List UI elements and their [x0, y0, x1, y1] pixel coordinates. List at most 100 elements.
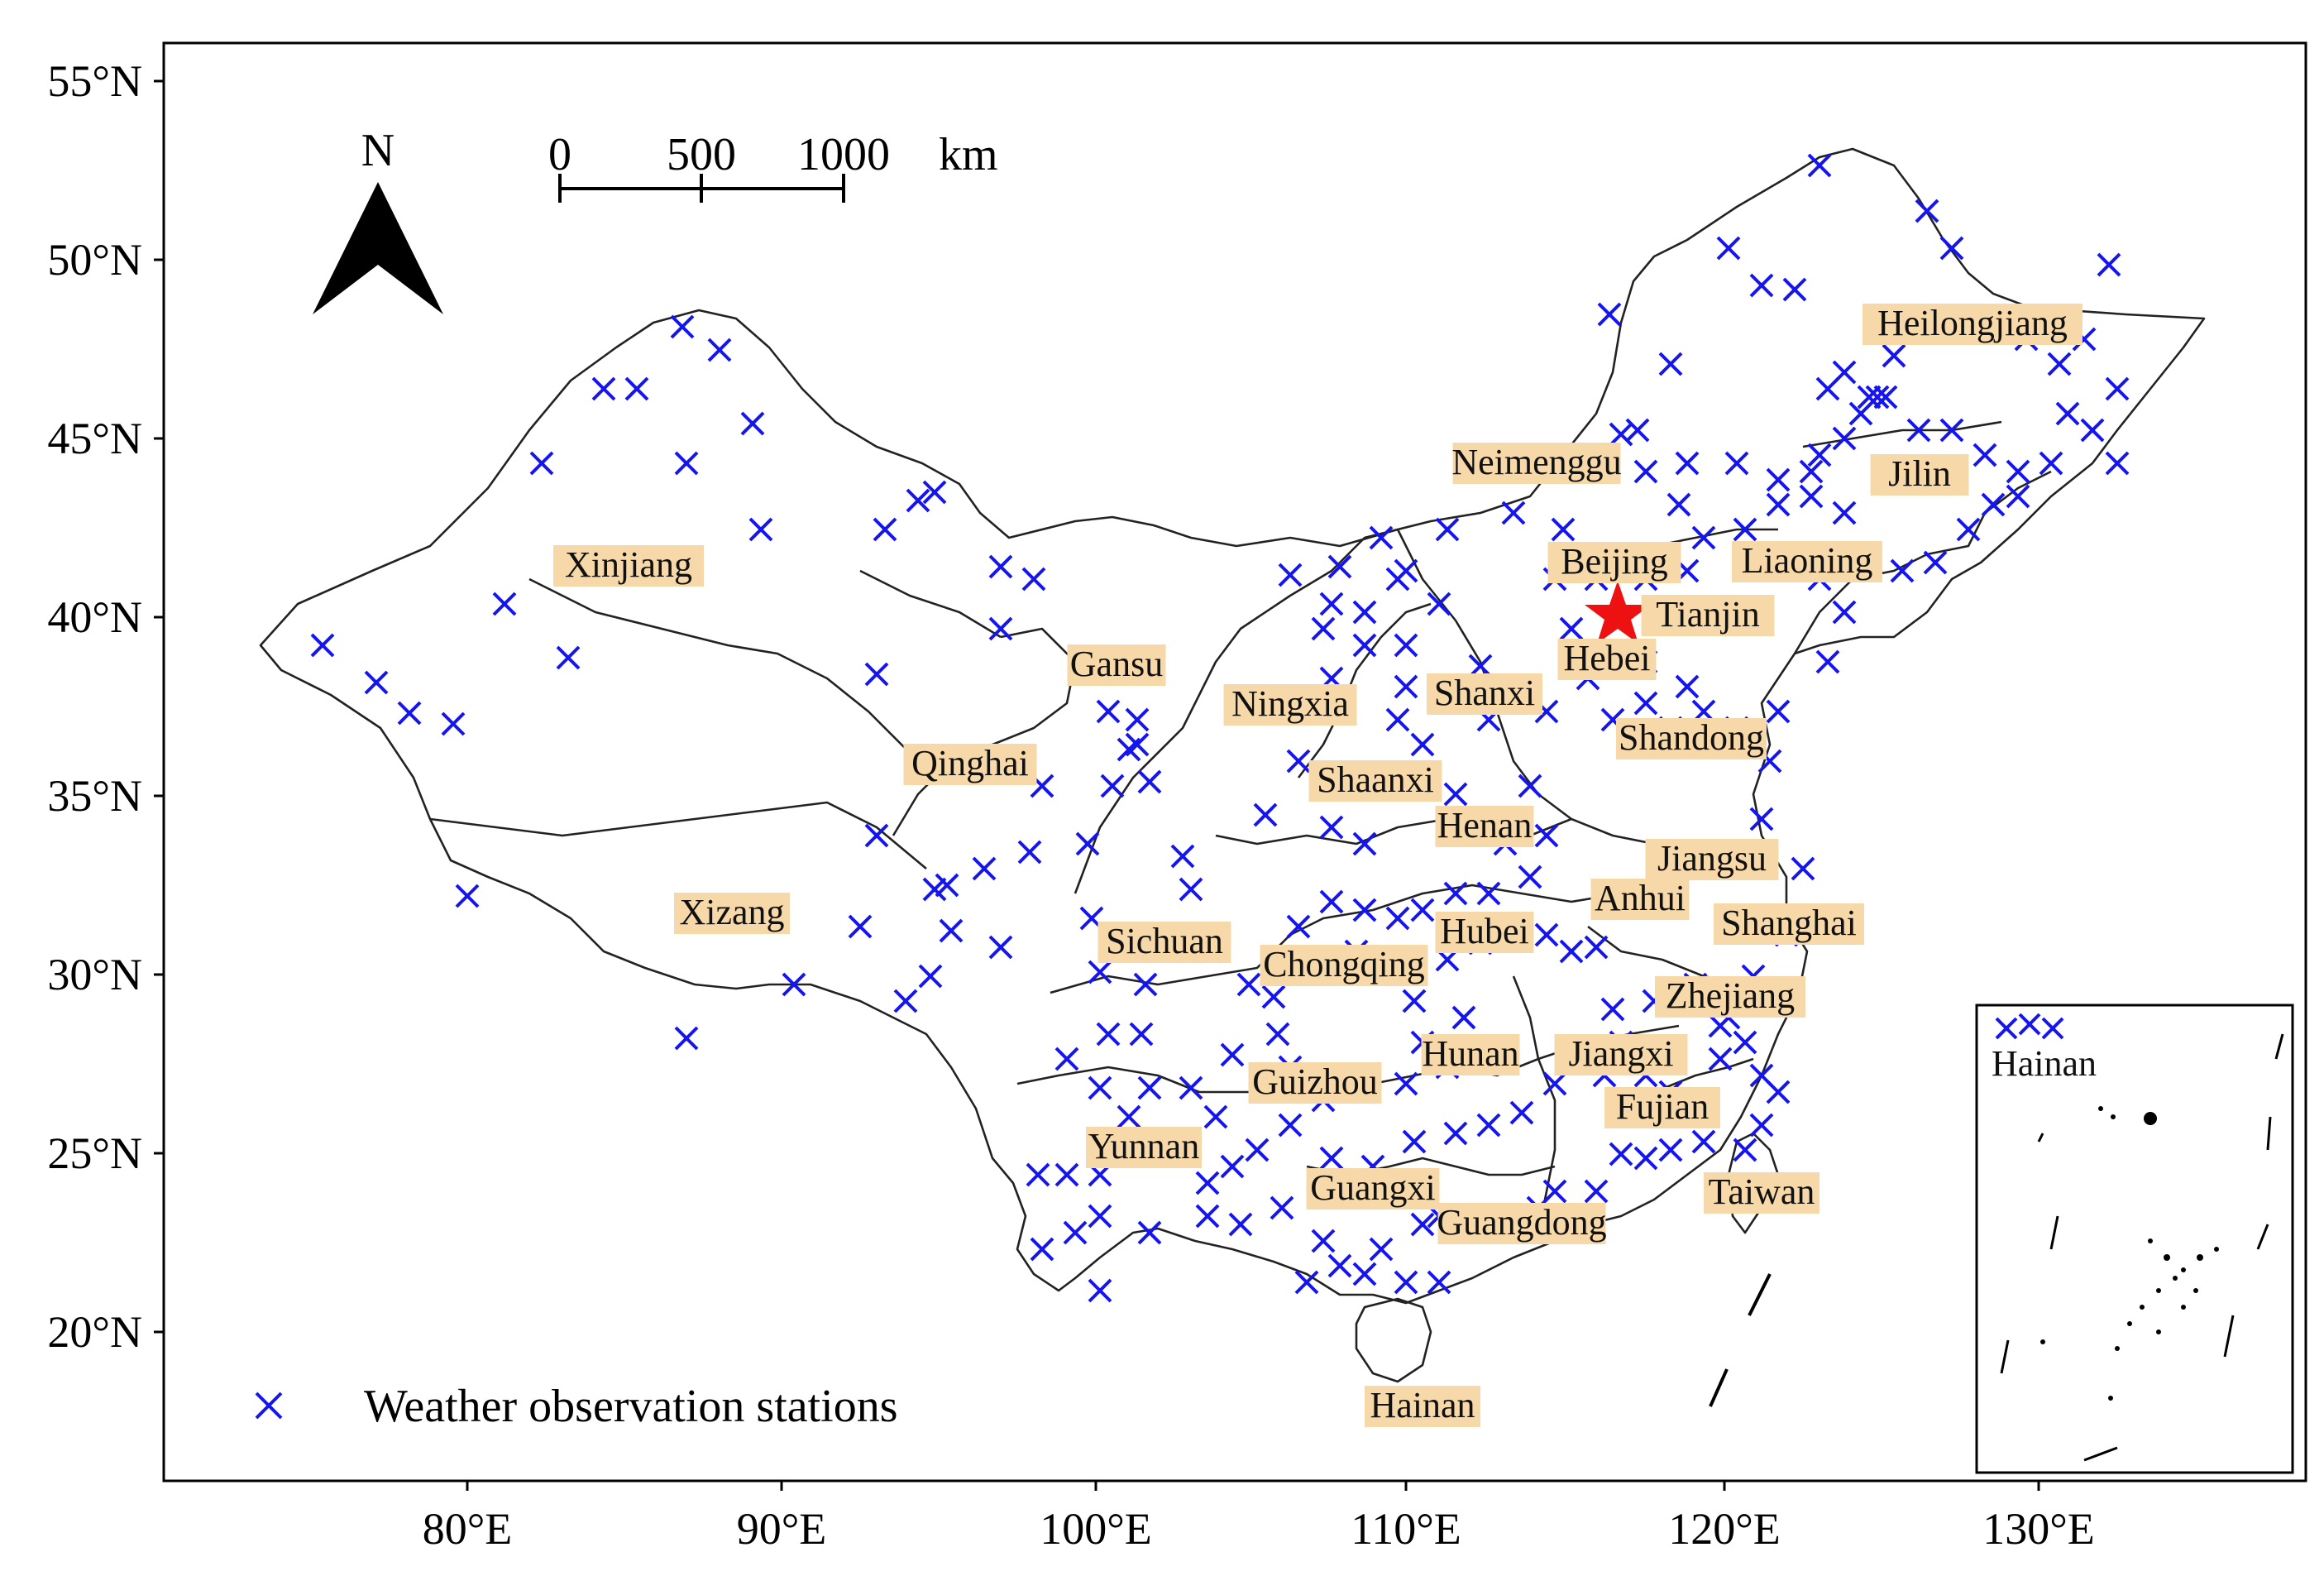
station-marker [1691, 525, 1716, 550]
province-label-xizang: Xizang [674, 892, 790, 934]
station-marker [1220, 1154, 1245, 1179]
scale-label-500: 500 [667, 129, 736, 180]
station-marker [1584, 935, 1609, 960]
station-marker [1956, 517, 1981, 542]
station-marker [556, 645, 581, 670]
svg-text:Gansu: Gansu [1070, 644, 1163, 684]
station-marker [1278, 1113, 1303, 1138]
svg-text:Beijing: Beijing [1561, 541, 1668, 582]
station-marker [1782, 277, 1807, 302]
station-marker [782, 972, 806, 997]
station-marker [1319, 592, 1344, 616]
north-arrow-icon: N [313, 125, 443, 314]
station-marker [1435, 517, 1460, 542]
lat-tick-label: 40°N [47, 592, 142, 642]
station-marker [670, 314, 695, 339]
station-marker [1311, 1229, 1336, 1253]
station-marker [1749, 1113, 1774, 1138]
lat-tick-label: 30°N [47, 950, 142, 999]
province-label-anhui: Anhui [1590, 878, 1690, 920]
province-label-shandong: Shandong [1616, 717, 1767, 759]
province-label-taiwan: Taiwan [1704, 1171, 1820, 1214]
station-marker [1236, 972, 1261, 997]
svg-text:Jiangxi: Jiangxi [1568, 1033, 1673, 1074]
station-marker [1352, 898, 1377, 922]
station-marker [2105, 451, 2130, 476]
svg-text:Jiangsu: Jiangsu [1657, 838, 1767, 879]
station-marker [1791, 856, 1815, 881]
station-marker [1261, 984, 1286, 1009]
lon-tick-label: 130°E [1982, 1504, 2095, 1554]
station-marker [1319, 889, 1344, 914]
scale-unit: km [939, 129, 998, 180]
station-marker [922, 480, 947, 505]
station-marker [1542, 1071, 1567, 1096]
north-arrow-label: N [361, 125, 395, 176]
province-label-shaanxi: Shaanxi [1308, 759, 1442, 802]
lon-tick-label: 90°E [737, 1504, 827, 1554]
svg-text:Xizang: Xizang [679, 892, 784, 932]
lat-tick-label: 50°N [47, 235, 142, 285]
station-marker [1294, 1270, 1319, 1295]
province-label-heilongjiang: Heilongjiang [1863, 303, 2083, 345]
station-marker [1319, 815, 1344, 840]
province-label-jilin: Jilin [1870, 453, 1969, 496]
station-marker [918, 964, 943, 989]
station-marker [1832, 426, 1857, 451]
station-marker [1708, 1013, 1733, 1038]
station-marker [1534, 922, 1559, 947]
lon-tick-label: 100°E [1040, 1504, 1152, 1554]
station-marker [1766, 492, 1791, 517]
station-marker [1633, 1146, 1658, 1171]
station-marker [1749, 273, 1774, 298]
lon-tick-label: 80°E [423, 1504, 513, 1554]
station-marker [1179, 877, 1203, 902]
station-marker [1766, 699, 1791, 724]
station-marker [310, 633, 335, 658]
province-label-ningxia: Ningxia [1223, 683, 1357, 726]
station-marker [1133, 972, 1158, 997]
svg-text:Shandong: Shandong [1619, 717, 1764, 758]
station-marker [1054, 1047, 1079, 1071]
province-label-guizhou: Guizhou [1248, 1061, 1382, 1104]
station-marker [1088, 960, 1112, 984]
station-marker [1026, 1162, 1050, 1187]
province-label-beijing: Beijing [1547, 541, 1681, 583]
station-marker [1559, 616, 1584, 641]
station-marker [1402, 1129, 1427, 1154]
svg-text:Tianjin: Tianjin [1656, 594, 1760, 635]
station-marker [1195, 1171, 1220, 1195]
station-marker [1518, 774, 1542, 798]
svg-text:Neimenggu: Neimenggu [1451, 442, 1621, 482]
svg-text:Taiwan: Taiwan [1709, 1171, 1815, 1212]
station-marker [1559, 939, 1584, 964]
lat-tick-label: 55°N [47, 56, 142, 106]
svg-text:Hunan: Hunan [1422, 1033, 1518, 1074]
station-marker [674, 451, 699, 476]
svg-text:Liaoning: Liaoning [1742, 540, 1873, 581]
station-marker [1584, 1179, 1609, 1204]
china-borders [259, 147, 2206, 1383]
station-marker [441, 711, 466, 736]
latitude-axis: 55°N 50°N 45°N 40°N 35°N 30°N 25°N 20°N [47, 56, 164, 1357]
svg-text:Sichuan: Sichuan [1106, 921, 1223, 961]
station-marker [1125, 707, 1150, 732]
station-marker [1625, 418, 1650, 443]
station-marker [1832, 600, 1857, 625]
station-marker [1890, 558, 1915, 583]
province-label-hainan: Hainan [1365, 1385, 1480, 1427]
svg-text:Xinjiang: Xinjiang [565, 544, 692, 585]
province-label-jiangxi: Jiangxi [1554, 1033, 1688, 1075]
station-marker [893, 989, 918, 1013]
province-label-liaoning: Liaoning [1732, 540, 1882, 582]
station-marker [1815, 649, 1840, 674]
station-marker [2097, 252, 2121, 277]
province-label-qinghai: Qinghai [903, 743, 1037, 785]
svg-text:Shanghai: Shanghai [1721, 903, 1857, 943]
lat-tick-label: 20°N [47, 1307, 142, 1357]
station-marker [1666, 492, 1691, 517]
station-marker [1394, 674, 1418, 699]
station-marker [1179, 1075, 1203, 1100]
province-labels: Xinjiang Xizang Qinghai Gansu Ningxia Neimeng… [553, 303, 2083, 1427]
station-marker [1939, 418, 1964, 443]
